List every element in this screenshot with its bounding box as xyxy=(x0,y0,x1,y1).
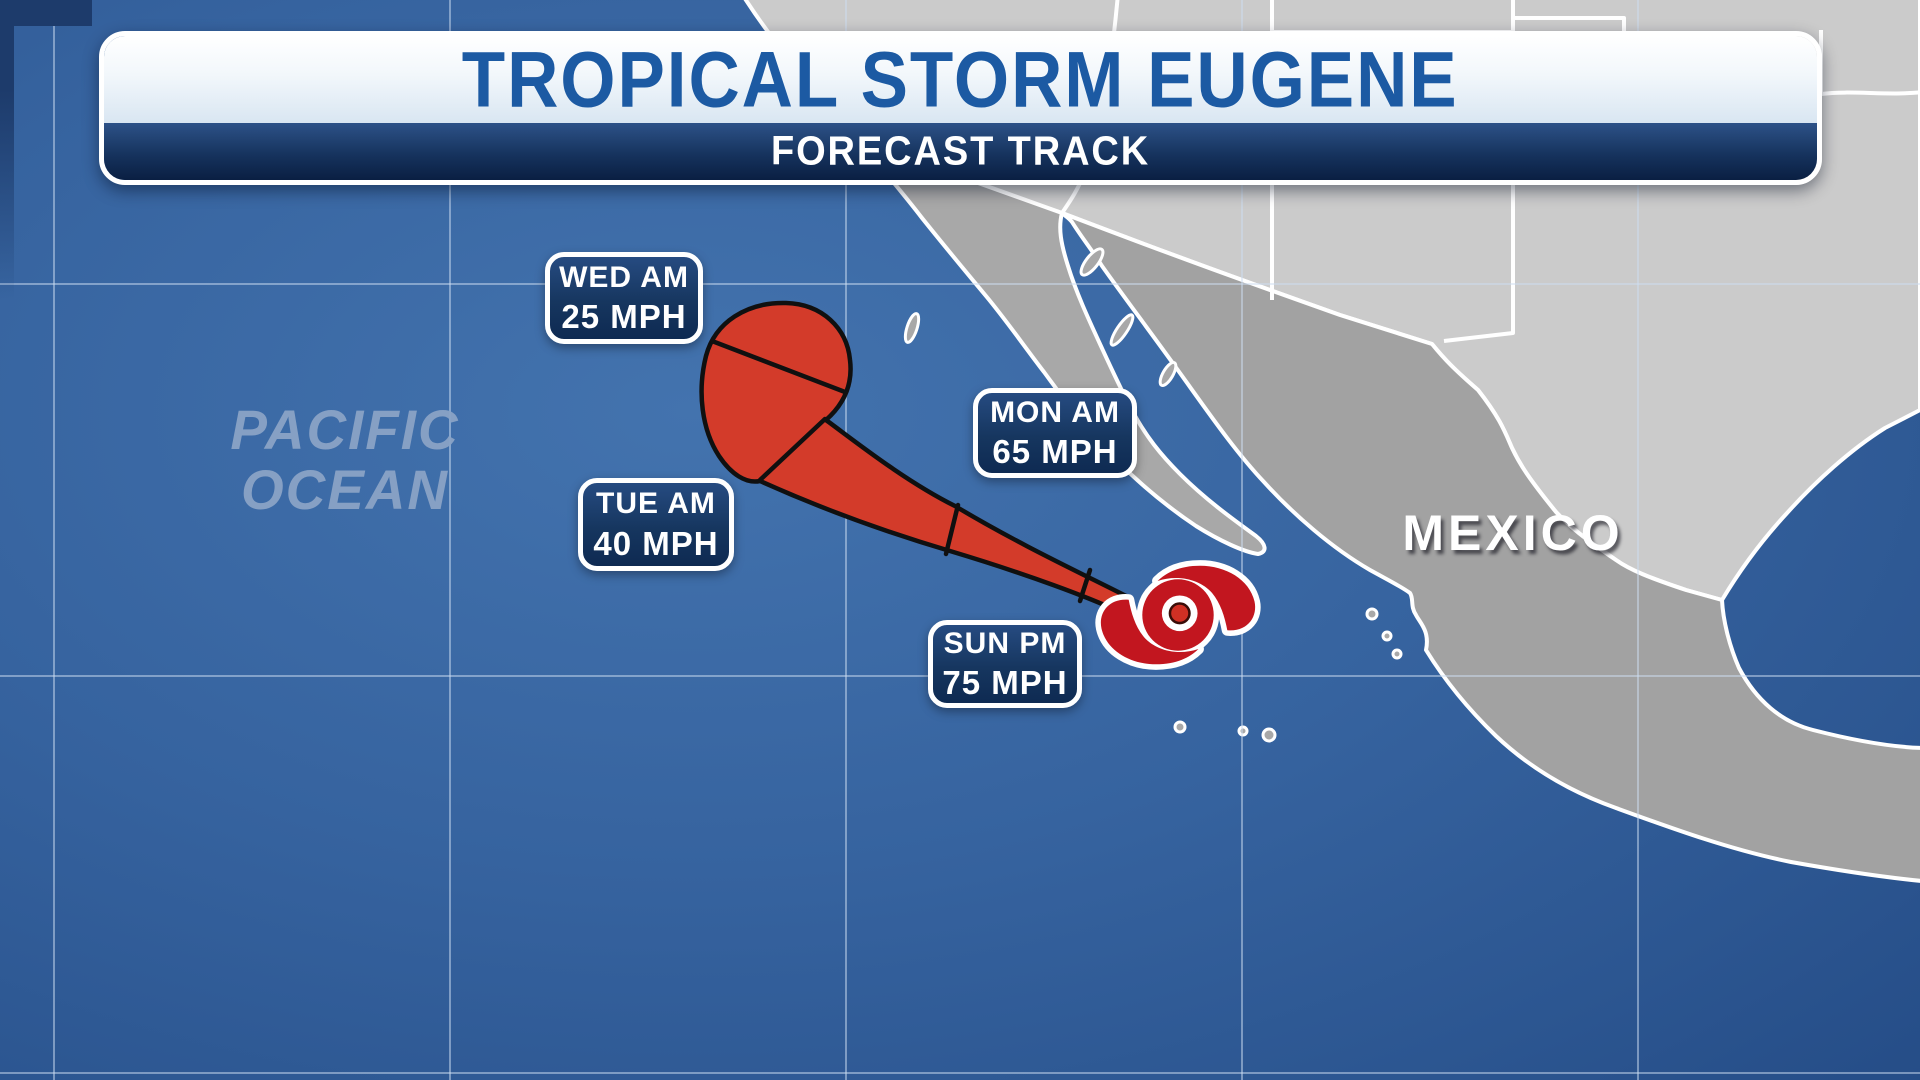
mexico-label: MEXICO xyxy=(1402,505,1624,561)
pacific-ocean-label-line1: PACIFIC xyxy=(230,398,460,461)
pacific-ocean-label: PACIFIC OCEAN xyxy=(164,400,527,520)
forecast-marker-tue-am: TUE AM 40 MPH xyxy=(578,478,734,571)
state-border-tx-ok xyxy=(1819,30,1920,96)
forecast-wind-label: 65 MPH xyxy=(992,433,1118,471)
guadalupe-island xyxy=(903,312,921,344)
forecast-track-subtitle: FORECAST TRACK xyxy=(770,128,1151,174)
cone-divider-mon xyxy=(943,502,961,557)
title-banner-bar: FORECAST TRACK xyxy=(104,123,1817,180)
islands xyxy=(903,247,1403,743)
tropical-storm-icon xyxy=(1095,560,1261,670)
small-island xyxy=(1261,727,1277,743)
forecast-time-label: WED AM xyxy=(559,260,689,294)
forecast-wind-label: 75 MPH xyxy=(942,664,1068,702)
storm-title: TROPICAL STORM EUGENE xyxy=(462,35,1459,124)
top-left-corner-block xyxy=(0,0,92,26)
gulf-island xyxy=(1079,247,1105,277)
forecast-time-label: SUN PM xyxy=(943,626,1067,660)
title-banner: TROPICAL STORM EUGENE FORECAST TRACK xyxy=(99,31,1822,185)
cone-divider-sun xyxy=(1077,567,1093,604)
storm-eye xyxy=(1168,602,1191,625)
gulf-island xyxy=(1158,360,1178,388)
cone-divider-wed xyxy=(709,338,848,395)
forecast-cone xyxy=(699,300,1131,614)
title-banner-top: TROPICAL STORM EUGENE xyxy=(104,36,1817,123)
small-island xyxy=(1173,720,1187,734)
cone-divider-tue xyxy=(757,416,828,483)
forecast-marker-mon-am: MON AM 65 MPH xyxy=(973,388,1137,478)
forecast-wind-label: 40 MPH xyxy=(593,524,719,562)
forecast-time-label: TUE AM xyxy=(596,487,716,521)
mexico-landmass xyxy=(1060,211,1920,883)
small-island xyxy=(1365,607,1379,621)
forecast-marker-wed-am: WED AM 25 MPH xyxy=(545,252,703,344)
gulf-island xyxy=(1109,313,1135,347)
left-edge-trim xyxy=(0,0,14,300)
forecast-time-label: MON AM xyxy=(990,395,1120,429)
small-island xyxy=(1381,630,1393,642)
forecast-cone-dividers xyxy=(709,338,1093,604)
pacific-ocean-label-line2: OCEAN xyxy=(240,457,449,521)
small-island xyxy=(1391,648,1403,660)
forecast-wind-label: 25 MPH xyxy=(561,298,687,336)
forecast-marker-sun-pm: SUN PM 75 MPH xyxy=(928,620,1082,708)
